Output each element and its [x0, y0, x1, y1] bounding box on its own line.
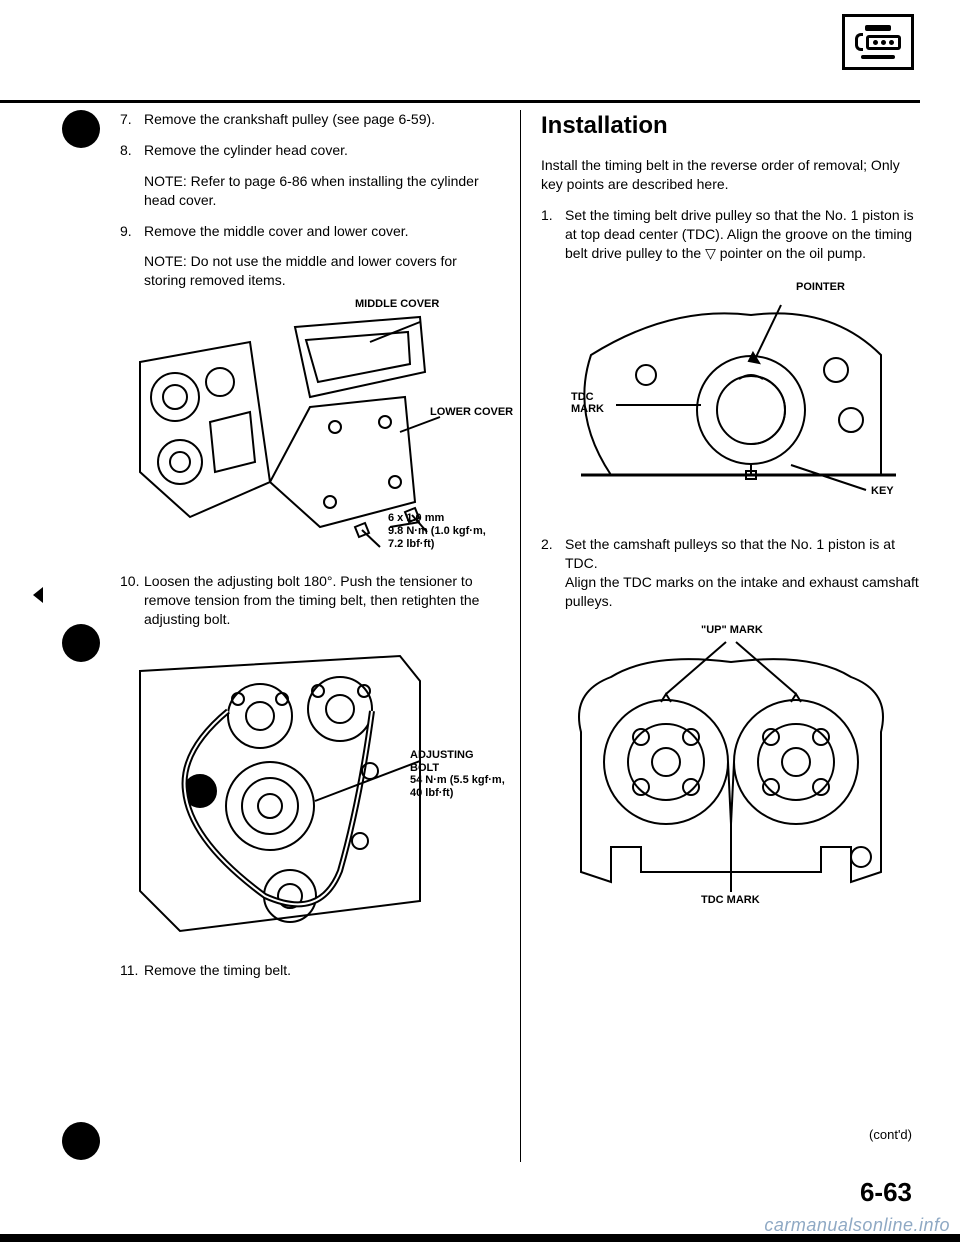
step-text-line1: Set the camshaft pulleys so that the No.… [565, 536, 895, 571]
caret-icon [33, 587, 43, 603]
step-11: 11. Remove the timing belt. [120, 961, 500, 980]
step-number: 1. [541, 206, 565, 263]
figure-cam-pulleys: "UP" MARK TDC MARK [551, 622, 920, 922]
r-step-1: 1. Set the timing belt drive pulley so t… [541, 206, 920, 263]
content-columns: 7. Remove the crankshaft pulley (see pag… [120, 110, 920, 1162]
section-bullet-icon [62, 110, 100, 148]
note-text: NOTE: Do not use the middle and lower co… [144, 252, 500, 290]
label-pointer: POINTER [796, 281, 845, 294]
label-adjusting-bolt: ADJUSTING BOLT 54 N·m (5.5 kgf·m, 40 lbf… [410, 749, 505, 800]
step-text: Remove the crankshaft pulley (see page 6… [144, 110, 500, 129]
label-bolt-spec: 6 x 1.0 mm 9.8 N·m (1.0 kgf·m, 7.2 lbf·f… [388, 512, 486, 550]
step-number: 10. [120, 572, 144, 629]
step-10: 10. Loosen the adjusting bolt 180°. Push… [120, 572, 500, 629]
label-lower-cover: LOWER COVER [430, 406, 513, 419]
step-7: 7. Remove the crankshaft pulley (see pag… [120, 110, 500, 129]
right-column: Installation Install the timing belt in … [520, 110, 920, 1162]
engine-icon [842, 14, 914, 70]
step-text: Remove the cylinder head cover. [144, 141, 500, 160]
figure-drive-pulley: POINTER TDC MARK KEY [551, 275, 920, 525]
step-number: 11. [120, 961, 144, 980]
top-rule [30, 100, 920, 103]
rule-stub [0, 100, 30, 103]
section-bullet-icon [62, 1122, 100, 1160]
label-key: KEY [871, 485, 894, 498]
step-8: 8. Remove the cylinder head cover. [120, 141, 500, 160]
watermark-text: carmanualsonline.info [764, 1215, 950, 1236]
step-text-line2: Align the TDC marks on the intake and ex… [565, 574, 919, 609]
step-number: 7. [120, 110, 144, 129]
step-number: 8. [120, 141, 144, 160]
step-text: Set the timing belt drive pulley so that… [565, 206, 920, 263]
note-text: NOTE: Refer to page 6-86 when installing… [144, 172, 500, 210]
installation-heading: Installation [541, 110, 920, 142]
step-text: Remove the timing belt. [144, 961, 500, 980]
figure-covers: MIDDLE COVER LOWER COVER 6 x 1.0 mm 9.8 … [120, 302, 500, 562]
label-tdc-mark2: TDC MARK [701, 894, 760, 907]
manual-page: 7. Remove the crankshaft pulley (see pag… [0, 0, 960, 1242]
page-number: 6-63 [860, 1177, 912, 1208]
intro-text: Install the timing belt in the reverse o… [541, 156, 920, 194]
label-tdc-mark: TDC MARK [571, 391, 604, 416]
cam-pulleys-svg [551, 622, 911, 922]
left-column: 7. Remove the crankshaft pulley (see pag… [120, 110, 520, 1162]
step-text: Set the camshaft pulleys so that the No.… [565, 535, 920, 611]
bottom-rule [0, 1234, 960, 1242]
step-text: Loosen the adjusting bolt 180°. Push the… [144, 572, 500, 629]
step-text: Remove the middle cover and lower cover. [144, 222, 500, 241]
step-number: 2. [541, 535, 565, 611]
step-number: 9. [120, 222, 144, 241]
figure-tensioner: ADJUSTING BOLT 54 N·m (5.5 kgf·m, 40 lbf… [120, 641, 500, 941]
contd-text: (cont'd) [869, 1127, 912, 1142]
label-up-mark: "UP" MARK [701, 624, 763, 637]
section-bullet-icon [62, 624, 100, 662]
r-step-2: 2. Set the camshaft pulleys so that the … [541, 535, 920, 611]
label-middle-cover: MIDDLE COVER [355, 298, 439, 311]
drive-pulley-svg [551, 275, 911, 525]
step-9: 9. Remove the middle cover and lower cov… [120, 222, 500, 241]
